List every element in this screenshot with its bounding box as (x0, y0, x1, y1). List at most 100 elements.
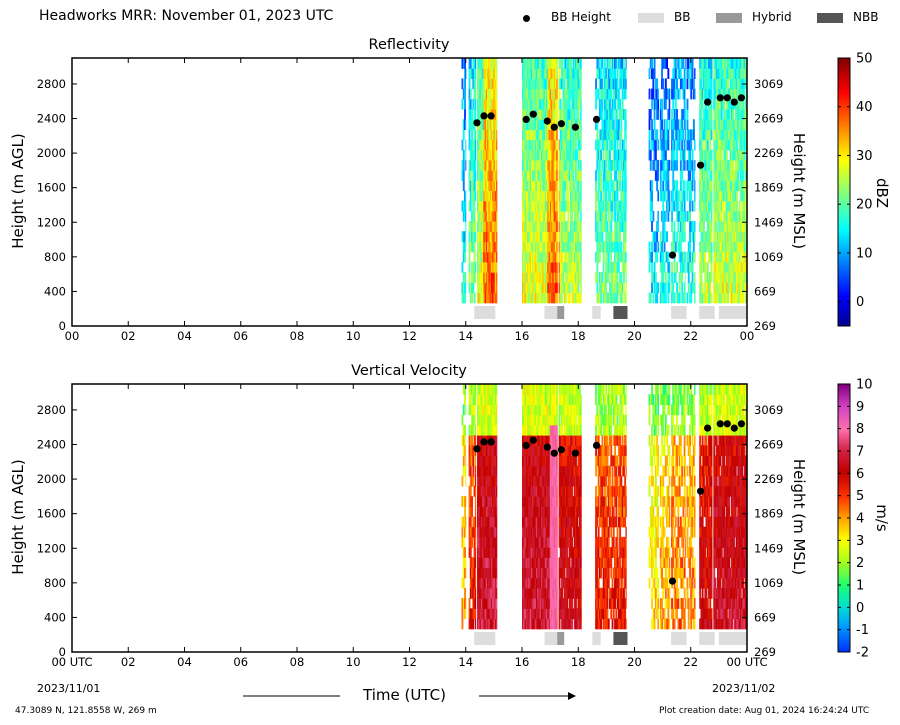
x-tick-label: 00 UTC (51, 655, 92, 669)
hybrid-swatch-icon (716, 13, 742, 23)
colorbar-tick-label: 7 (856, 445, 864, 460)
bb-height-point (723, 420, 731, 428)
x-tick-label: 08 (290, 329, 305, 343)
reflectivity-colorbar: 0 10 20 30 40 50 (837, 52, 873, 327)
colorbar-tick-label: 0 (856, 601, 864, 616)
colorbar-tick-label: 10 (856, 246, 873, 261)
x-tick-label: 16 (515, 329, 530, 343)
bb-height-point (522, 115, 530, 123)
x-tick-label: 12 (402, 655, 417, 669)
y-tick-label: 2800 (37, 77, 66, 91)
bb-height-point (730, 98, 738, 106)
y-right-tick-label: 669 (754, 610, 776, 624)
y-tick-label: 800 (44, 576, 66, 590)
bb-height-point (473, 119, 481, 127)
y-right-tick-label: 2269 (754, 146, 783, 160)
location-label: 47.3089 N, 121.8558 W, 269 m (15, 706, 157, 716)
x-tick-label: 00 (740, 329, 755, 343)
start-date-label: 2023/11/01 (37, 682, 101, 695)
colorbar-tick-label: 5 (856, 489, 864, 504)
x-tick-label: 00 UTC (726, 655, 767, 669)
bb-type-box-hybrid (557, 632, 565, 645)
y-tick-label: 2800 (37, 403, 66, 417)
bb-height-point (668, 577, 677, 585)
x-tick-label: 04 (177, 329, 192, 343)
colorbar-tick-label: 50 (856, 52, 873, 67)
y-right-tick-label: 269 (754, 319, 776, 333)
y-tick-label: 2000 (37, 472, 66, 486)
y-right-tick-label: 3069 (754, 77, 783, 91)
y-tick-label: 2000 (37, 146, 66, 160)
x-ticks: 00 02 04 06 08 10 12 14 16 18 20 22 00 (65, 58, 755, 343)
colorbar-tick-label: 20 (856, 198, 873, 213)
bb-type-box-bb (474, 306, 496, 319)
bb-height-point (716, 420, 724, 428)
x-tick-label: 02 (121, 655, 136, 669)
bb-height-point (487, 112, 495, 120)
y-tick-label: 1600 (37, 507, 66, 521)
y-right-tick-label: 1069 (754, 576, 783, 590)
y-tick-label: 0 (59, 319, 66, 333)
colorbar-tick-label: 1 (856, 579, 864, 594)
bb-type-box-bb (544, 306, 558, 319)
bb-height-point (730, 424, 738, 432)
y-tick-label: 1200 (37, 541, 66, 555)
bb-height-points (473, 420, 746, 585)
y-tick-label: 2400 (37, 438, 66, 452)
y-right-tick-label: 1469 (754, 541, 783, 555)
bb-height-points (473, 94, 746, 259)
bb-height-point (487, 438, 495, 446)
bb-height-point (543, 443, 551, 451)
x-tick-label: 06 (233, 655, 248, 669)
colorbar-tick-label: 40 (856, 100, 873, 115)
bb-height-point (480, 112, 488, 120)
legend-label: NBB (853, 10, 879, 24)
x-tick-label: 20 (627, 329, 642, 343)
bb-height-point (571, 449, 580, 457)
bb-height-point (529, 110, 537, 118)
heatmap-image (461, 58, 748, 304)
bb-swatch-icon (638, 13, 664, 23)
bb-height-point (480, 438, 488, 446)
bb-type-box-nbb (613, 632, 628, 645)
reflectivity-title: Reflectivity (368, 37, 450, 53)
bb-type-box-bb (699, 632, 715, 645)
colorbar-tick-label: 4 (856, 512, 864, 527)
reflectivity-panel: 00 02 04 06 08 10 12 14 16 18 20 22 0004008001200160… (37, 52, 873, 344)
bb-height-point (571, 123, 580, 131)
bb-type-box-bb (699, 306, 715, 319)
colorbar-tick-label: 10 (856, 378, 873, 393)
plot-frame (71, 383, 748, 653)
end-date-label: 2023/11/02 (712, 682, 776, 695)
colorbar-tick-label: 3 (856, 534, 864, 549)
x-tick-label: 22 (683, 655, 698, 669)
y-right-tick-label: 269 (754, 645, 776, 659)
x-tick-label: 10 (346, 655, 361, 669)
bb-height-point (737, 420, 746, 428)
x-tick-label: 14 (458, 329, 473, 343)
bb-height-point (522, 441, 530, 449)
colorbar-tick-label: 0 (856, 295, 864, 310)
bb-type-box-bb (592, 306, 601, 319)
bb-type-boxes (474, 306, 747, 319)
bb-height-point (697, 161, 705, 169)
bb-type-box-bb (718, 632, 747, 645)
colorbar-tick-label: -1 (856, 623, 869, 638)
y-right-tick-label: 1869 (754, 181, 783, 195)
legend-label: BB Height (551, 10, 611, 24)
bb-type-box-bb (592, 632, 601, 645)
colorbar-tick-label: -2 (856, 646, 869, 661)
bb-height-point (550, 449, 558, 457)
bb-height-point (550, 123, 558, 131)
bb-height-point (557, 120, 566, 128)
bb-height-point (543, 117, 551, 125)
plot-frame (71, 57, 748, 327)
y-right-tick-label: 2669 (754, 112, 783, 126)
panels: 00 02 04 06 08 10 12 14 16 18 20 22 0004008001200160… (37, 52, 873, 670)
bb-height-point (668, 251, 677, 259)
bb-type-box-bb (474, 632, 496, 645)
bb-height-point (723, 94, 731, 102)
y-tick-label: 2400 (37, 112, 66, 126)
bb-type-box-hybrid (557, 306, 565, 319)
